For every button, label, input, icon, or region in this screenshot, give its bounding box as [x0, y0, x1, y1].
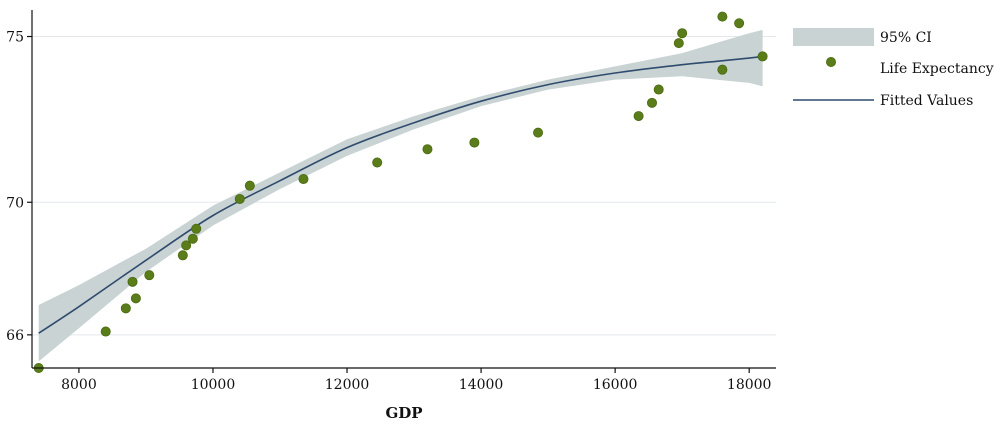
axis-layer: 66 70 75 8000 10000 12000 14000 16000 18000 GDP [6, 10, 776, 422]
data-point [298, 174, 309, 185]
data-point [144, 270, 155, 281]
data-point [653, 84, 664, 95]
data-point [633, 111, 644, 122]
data-point [757, 51, 768, 62]
x-tick-label: 14000 [459, 377, 504, 393]
data-point [120, 303, 131, 314]
data-point [181, 240, 192, 251]
data-point [244, 180, 255, 191]
data-point [177, 250, 188, 261]
fitted-line-layer [38, 55, 763, 334]
legend-label: Life Expectancy [880, 61, 994, 77]
scatter-points-layer [33, 11, 768, 373]
legend-item-scatter: Life Expectancy [826, 57, 994, 77]
ci-band-layer [38, 29, 763, 362]
x-tick-label: 8000 [61, 377, 97, 393]
data-point [717, 11, 728, 22]
data-point [717, 64, 728, 75]
data-point [677, 28, 688, 39]
legend-label: Fitted Values [880, 93, 973, 109]
data-point [191, 223, 202, 234]
data-point [734, 18, 745, 29]
y-tick-label: 75 [6, 30, 24, 46]
y-tick-label: 70 [6, 195, 24, 211]
y-tick-label: 66 [6, 328, 24, 344]
x-tick-label: 16000 [593, 377, 638, 393]
data-point [469, 137, 480, 148]
legend-item-band: 95% CI [793, 28, 932, 46]
legend-swatch-band [793, 28, 874, 46]
legend-item-line: Fitted Values [793, 93, 973, 109]
data-point [130, 293, 141, 304]
data-point [127, 276, 138, 287]
ci-band [38, 29, 763, 362]
legend-label: 95% CI [880, 30, 932, 46]
data-point [234, 193, 245, 204]
grid-layer [32, 36, 776, 336]
x-tick-label: 10000 [191, 377, 236, 393]
data-point [422, 144, 433, 155]
data-point [673, 38, 684, 49]
legend: 95% CI Life Expectancy Fitted Values [793, 28, 994, 109]
x-axis-label: GDP [385, 404, 422, 422]
x-tick-label: 12000 [325, 377, 370, 393]
x-tick-label: 18000 [727, 377, 772, 393]
fitted-line [38, 55, 763, 334]
data-point [100, 326, 111, 337]
data-point [533, 127, 544, 138]
data-point [187, 233, 198, 244]
legend-swatch-point [826, 57, 837, 68]
data-point [647, 97, 658, 108]
data-point [372, 157, 383, 168]
